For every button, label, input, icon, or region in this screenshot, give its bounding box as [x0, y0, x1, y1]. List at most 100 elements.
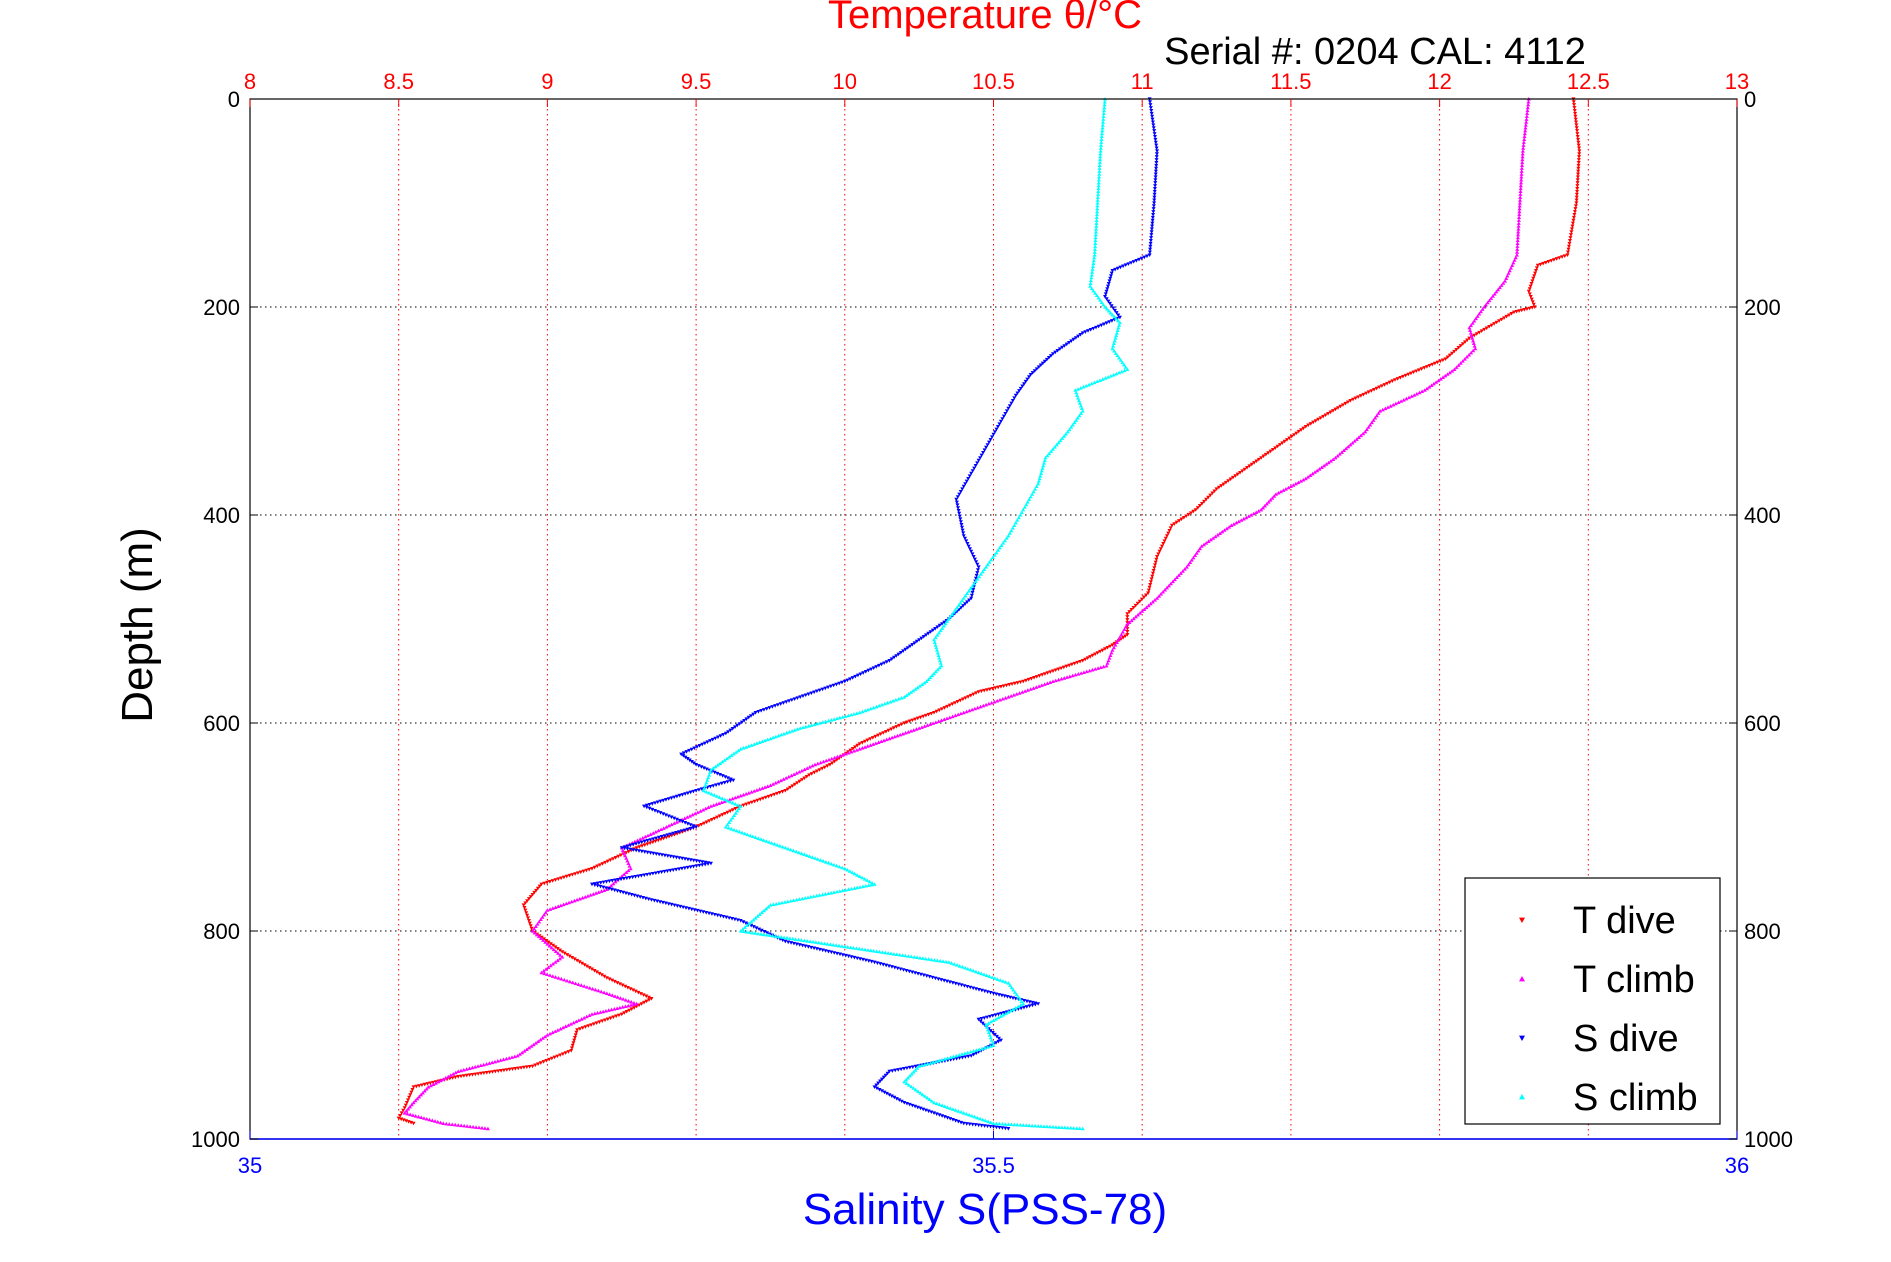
data-point — [975, 705, 980, 710]
data-point — [1045, 671, 1050, 675]
data-point — [1026, 677, 1031, 682]
data-point — [988, 1029, 993, 1033]
data-point — [1280, 441, 1285, 446]
data-point — [1038, 474, 1043, 478]
data-point — [606, 1008, 611, 1012]
data-point — [964, 479, 969, 484]
data-point — [572, 1036, 577, 1040]
data-point — [1346, 444, 1351, 449]
data-point — [738, 747, 743, 751]
data-point — [1333, 455, 1338, 460]
data-point — [1396, 400, 1401, 405]
data-point — [650, 840, 655, 845]
data-point — [433, 1081, 438, 1085]
data-point — [967, 598, 972, 603]
data-point — [551, 943, 556, 948]
data-point — [588, 893, 593, 897]
data-point — [840, 888, 845, 893]
data-point — [1022, 505, 1027, 509]
data-point — [858, 885, 863, 889]
data-point — [874, 1083, 879, 1088]
data-point — [1420, 389, 1425, 394]
data-point — [917, 638, 922, 642]
data-point — [639, 1002, 644, 1006]
data-point — [924, 974, 929, 978]
data-point — [939, 707, 944, 711]
data-point — [515, 1053, 520, 1058]
data-point — [1099, 134, 1104, 139]
data-point — [728, 728, 733, 733]
data-point — [701, 807, 706, 812]
data-point — [909, 729, 914, 733]
data-point — [569, 1049, 574, 1053]
data-point — [1369, 420, 1374, 425]
data-point — [547, 973, 552, 977]
data-point — [826, 891, 831, 896]
data-point — [604, 887, 609, 891]
data-point — [862, 877, 867, 881]
data-point — [1507, 268, 1512, 273]
data-point — [1379, 384, 1384, 388]
data-point — [1086, 329, 1091, 333]
data-point — [641, 993, 646, 997]
data-point — [855, 743, 860, 748]
data-point — [1142, 255, 1147, 260]
data-point — [535, 922, 540, 926]
data-point — [685, 815, 690, 819]
data-point — [1522, 134, 1527, 139]
data-point — [800, 943, 805, 948]
data-point — [655, 899, 660, 904]
data-point — [904, 1077, 909, 1082]
data-point — [1100, 377, 1105, 381]
data-point — [898, 732, 903, 737]
data-point — [1153, 563, 1158, 567]
data-point — [659, 870, 664, 875]
data-point — [1086, 382, 1091, 387]
data-point — [732, 725, 737, 729]
data-point — [1259, 507, 1264, 512]
data-point — [776, 779, 781, 784]
data-point — [783, 939, 788, 944]
data-point — [786, 940, 791, 945]
data-point — [569, 1046, 574, 1050]
data-point — [1093, 241, 1098, 246]
data-point — [1153, 175, 1158, 179]
data-point — [584, 1014, 589, 1019]
data-point — [1092, 253, 1097, 257]
data-point — [777, 843, 782, 848]
data-point — [1012, 990, 1017, 994]
data-point — [467, 1073, 472, 1077]
data-point — [599, 989, 604, 994]
data-point — [417, 1084, 422, 1088]
data-point — [877, 703, 882, 708]
data-point — [901, 649, 906, 653]
data-point — [865, 948, 870, 952]
data-point — [691, 824, 696, 828]
data-point — [882, 738, 887, 743]
data-point — [827, 757, 832, 762]
data-point — [1105, 284, 1110, 289]
data-point — [567, 954, 572, 959]
data-point — [590, 986, 595, 991]
data-point — [765, 737, 770, 742]
data-point — [1164, 534, 1169, 538]
data-point — [713, 736, 718, 741]
data-point — [609, 883, 614, 888]
data-point — [1246, 514, 1251, 518]
data-point — [1474, 332, 1479, 336]
data-point — [741, 746, 746, 750]
data-point — [416, 1114, 421, 1119]
data-point — [1034, 367, 1039, 371]
data-point — [623, 853, 628, 858]
data-point — [1054, 442, 1059, 447]
data-point — [940, 1114, 945, 1118]
data-point — [984, 688, 989, 692]
data-point — [757, 740, 762, 744]
data-point — [522, 906, 527, 910]
data-point — [1013, 393, 1018, 398]
data-point — [701, 821, 706, 826]
data-point — [1155, 555, 1160, 559]
data-point — [1101, 302, 1106, 307]
data-point — [603, 1008, 608, 1013]
data-point — [960, 1052, 965, 1056]
